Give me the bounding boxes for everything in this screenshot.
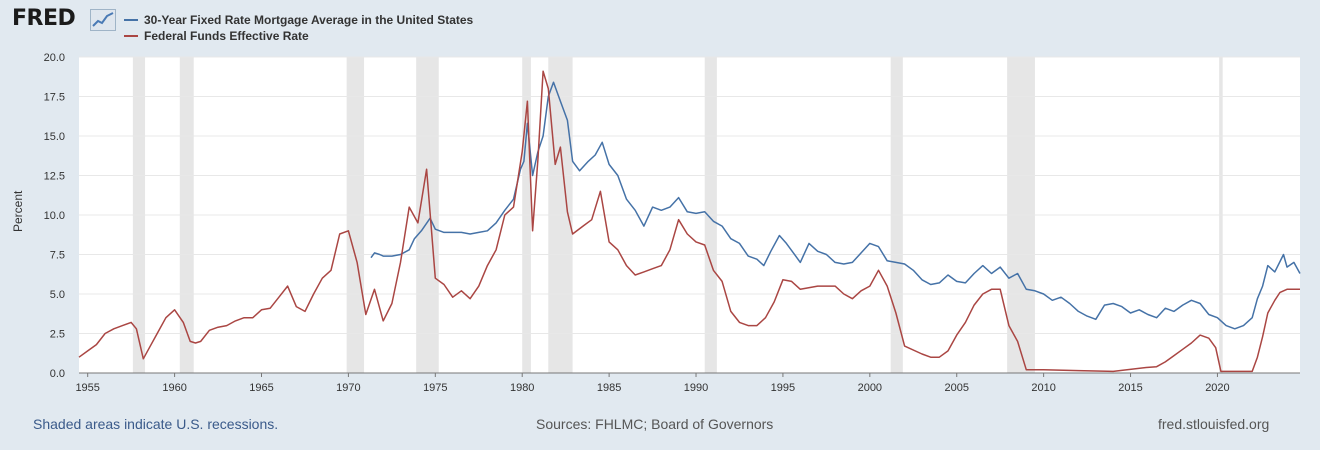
legend-item-fedfunds[interactable]: Federal Funds Effective Rate bbox=[124, 28, 473, 44]
fred-logo[interactable]: FRED bbox=[12, 6, 76, 31]
site-link[interactable]: fred.stlouisfed.org bbox=[1158, 416, 1270, 432]
recession-note[interactable]: Shaded areas indicate U.S. recessions. bbox=[33, 416, 279, 432]
y-tick-label: 5.0 bbox=[50, 289, 65, 301]
x-tick-label: 2000 bbox=[858, 382, 882, 394]
x-tick-label: 1985 bbox=[597, 382, 621, 394]
x-tick-label: 1955 bbox=[75, 382, 99, 394]
legend-label-fedfunds: Federal Funds Effective Rate bbox=[144, 29, 309, 43]
legend-swatch-fedfunds bbox=[124, 35, 138, 37]
y-tick-label: 10.0 bbox=[44, 210, 65, 222]
series-line-fedfunds bbox=[78, 70, 1300, 373]
x-tick-label: 1980 bbox=[510, 382, 534, 394]
sources-text: Sources: FHLMC; Board of Governors bbox=[536, 416, 774, 432]
chart-legend: 30-Year Fixed Rate Mortgage Average in t… bbox=[124, 12, 473, 44]
x-tick-label: 2015 bbox=[1118, 382, 1142, 394]
x-tick-label: 1970 bbox=[336, 382, 360, 394]
line-chart: 0.0 2.5 5.0 7.5 10.0 12.5 15.0 17.5 20.0 1955 1960… bbox=[44, 52, 1301, 394]
y-tick-label: 2.5 bbox=[50, 329, 65, 341]
y-tick-label: 12.5 bbox=[44, 171, 65, 183]
x-tick-label: 1990 bbox=[684, 382, 708, 394]
x-tick-label: 1975 bbox=[423, 382, 447, 394]
x-tick-label: 2005 bbox=[944, 382, 968, 394]
y-tick-label: 0.0 bbox=[50, 368, 65, 380]
y-tick-label: 15.0 bbox=[44, 131, 65, 143]
y-tick-label: 7.5 bbox=[50, 250, 65, 262]
x-tick-label: 2020 bbox=[1205, 382, 1229, 394]
legend-label-mortgage: 30-Year Fixed Rate Mortgage Average in t… bbox=[144, 13, 474, 27]
y-tick-label: 20.0 bbox=[44, 52, 65, 64]
chart-header: FRED 30-Year Fixed Rate Mortgage Average… bbox=[0, 0, 1320, 50]
legend-swatch-mortgage bbox=[124, 19, 138, 21]
x-tick-label: 1995 bbox=[771, 382, 795, 394]
x-tick-label: 2010 bbox=[1031, 382, 1055, 394]
legend-item-mortgage[interactable]: 30-Year Fixed Rate Mortgage Average in t… bbox=[124, 12, 473, 28]
x-tick-label: 1960 bbox=[162, 382, 186, 394]
y-tick-label: 17.5 bbox=[44, 92, 65, 104]
fred-graph-logo-icon bbox=[90, 9, 116, 31]
x-tick-label: 1965 bbox=[249, 382, 273, 394]
